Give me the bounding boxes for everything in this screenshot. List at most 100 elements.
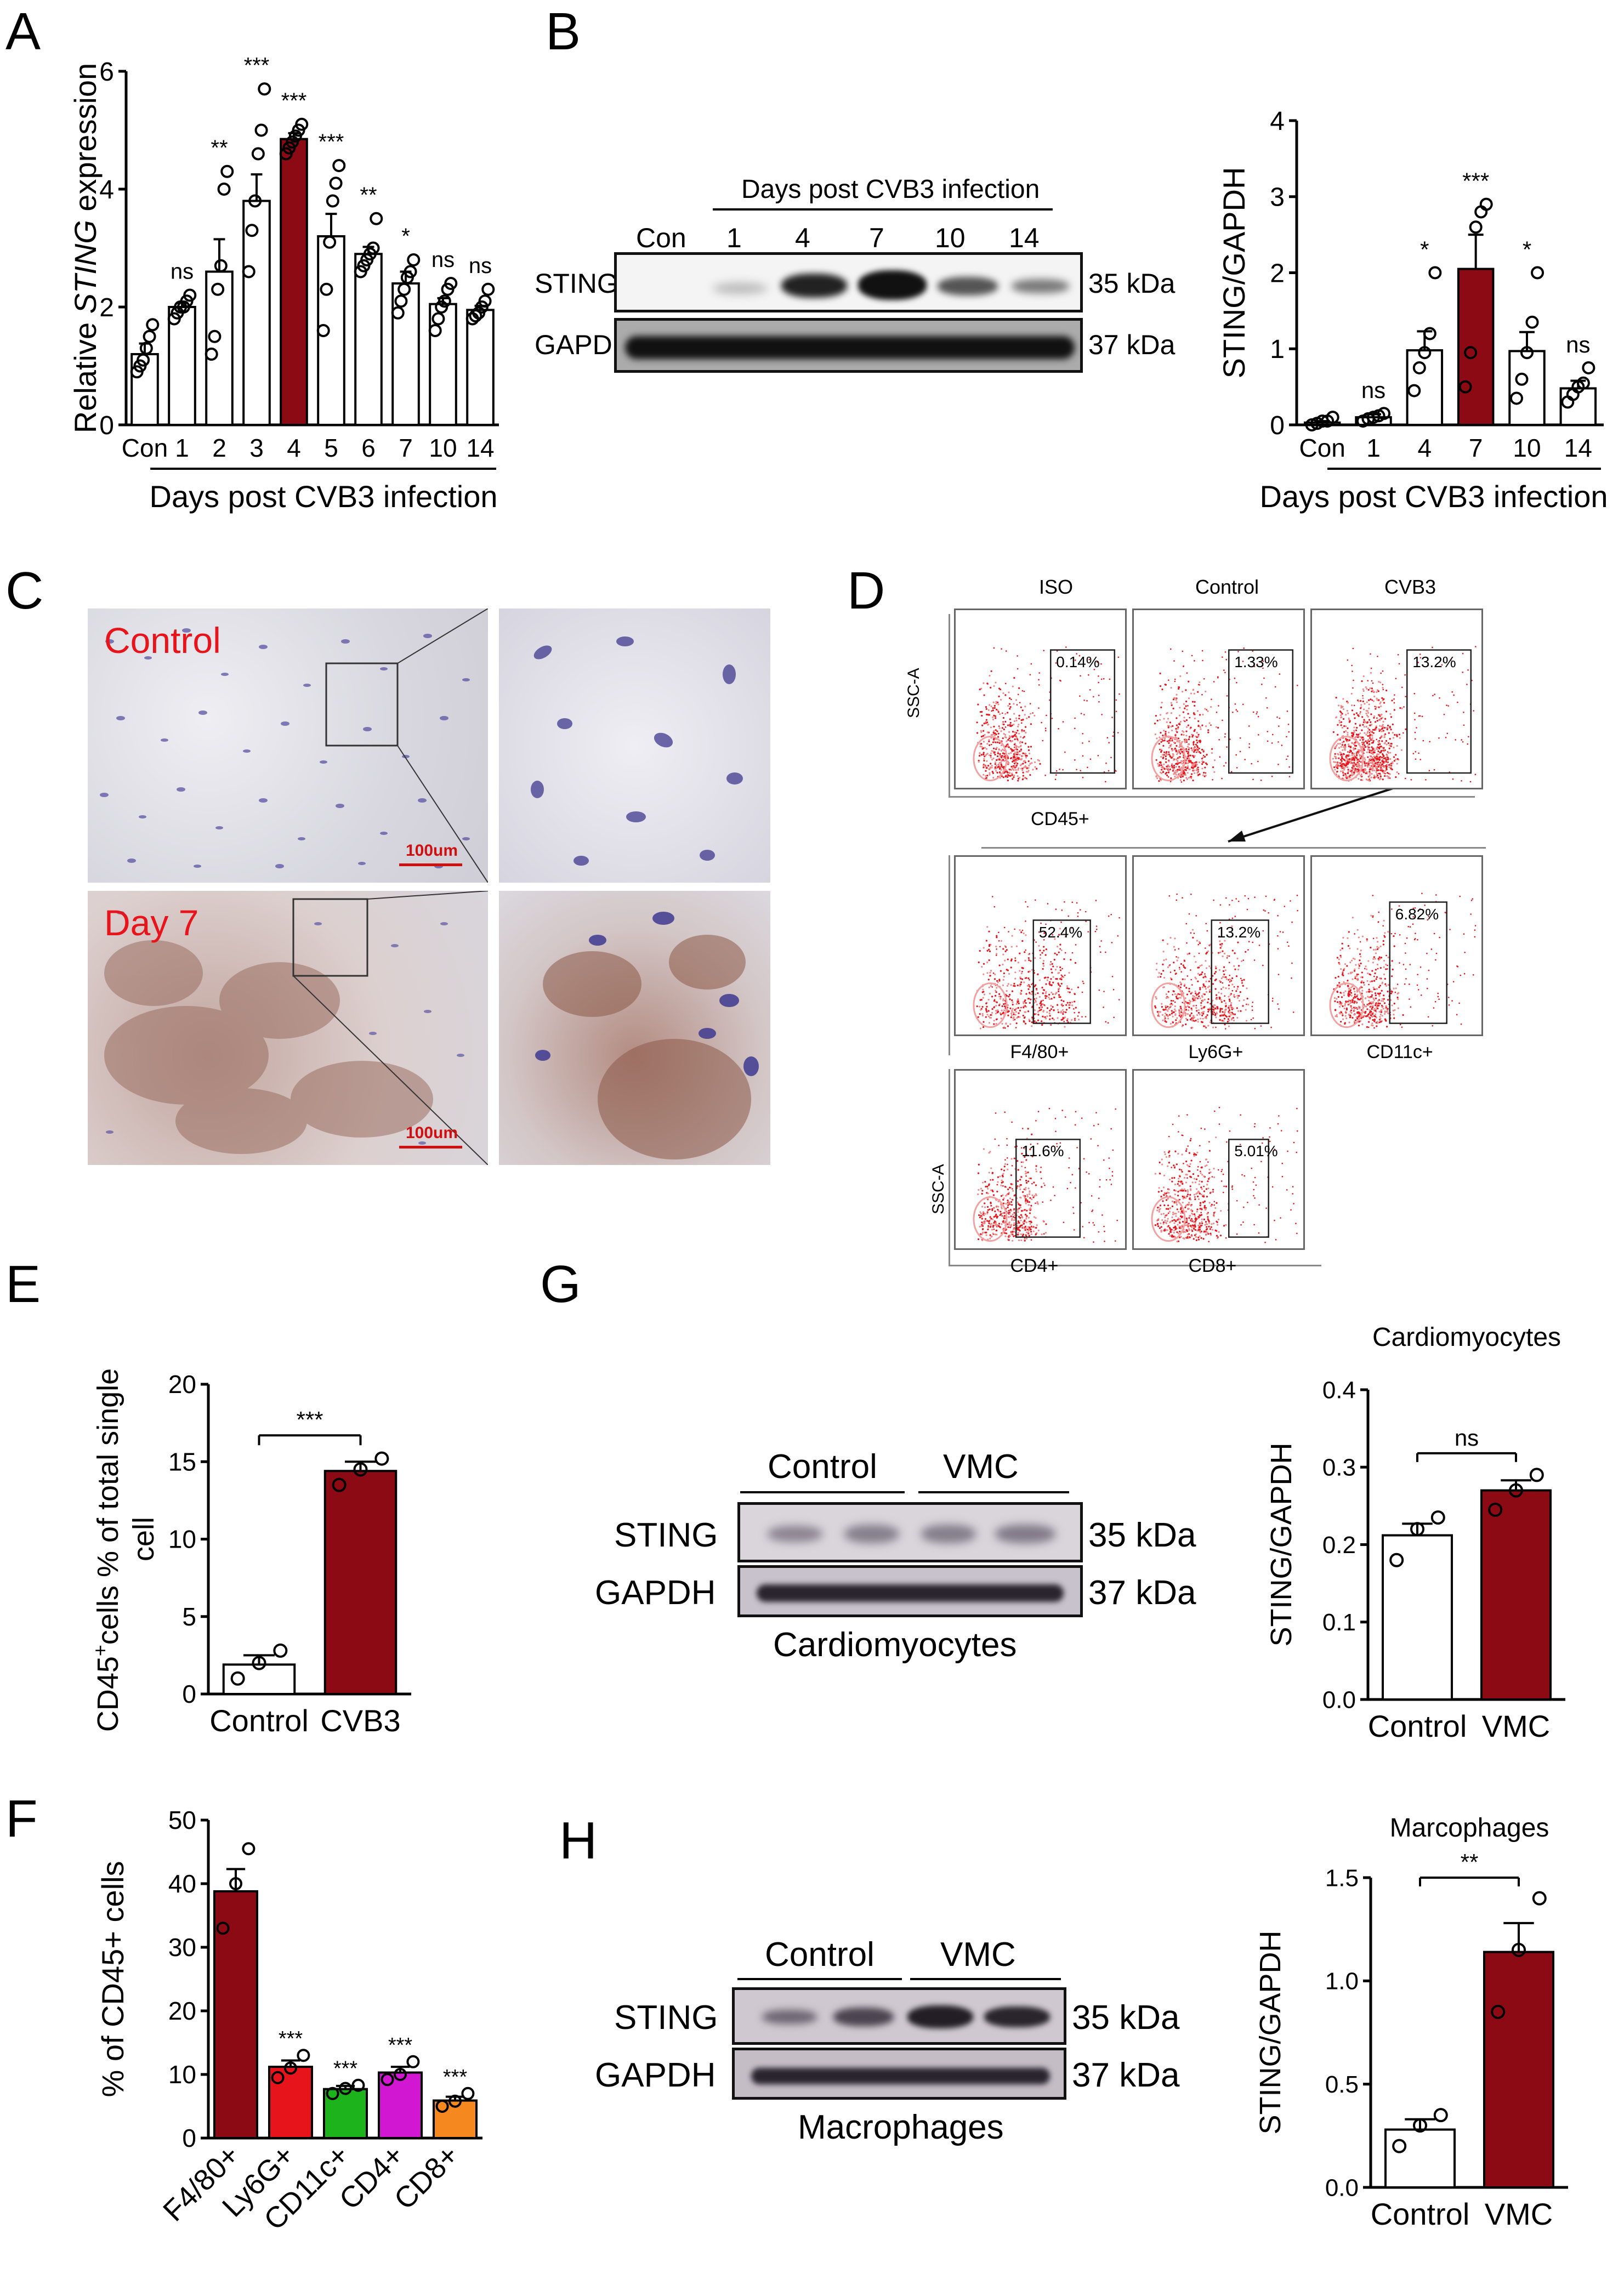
- data-point: [320, 282, 333, 296]
- data-point: [1410, 1522, 1424, 1537]
- y-tick-label: 0.1: [1322, 1609, 1356, 1636]
- band: [751, 2068, 1050, 2084]
- y-tick-label: 0.0: [1322, 1686, 1356, 1713]
- y-tick-label: 0: [182, 1680, 196, 1708]
- flow-density-contour: [973, 736, 1008, 782]
- blot-g-size-37: 37 kDa: [1088, 1574, 1196, 1612]
- data-point: [1509, 1483, 1523, 1498]
- data-point: [394, 294, 408, 308]
- data-point: [381, 2073, 394, 2087]
- fc-ylabel-row3: SSC-A: [929, 1164, 947, 1214]
- data-point: [230, 1671, 245, 1686]
- x-tick-label: Control: [1371, 2197, 1470, 2231]
- flow-density-contour: [1151, 736, 1186, 782]
- panel-label-b: B: [546, 2, 581, 61]
- fc-axis-line-row3-h: [949, 1265, 1321, 1266]
- flow-x-label: F4/80+: [1010, 1042, 1069, 1062]
- significance-label: ns: [1566, 332, 1590, 357]
- data-point: [370, 212, 383, 225]
- bar: [466, 309, 495, 426]
- fc-axis-line-row3: [949, 1069, 950, 1266]
- fc-title-control: Control: [1195, 576, 1259, 598]
- data-point: [374, 1451, 389, 1466]
- y-tick-label: 2: [1270, 259, 1285, 288]
- data-point: [254, 123, 268, 137]
- y-tick-label: 1.5: [1325, 1864, 1359, 1891]
- x-tick-label: CD8+: [388, 2139, 465, 2216]
- flow-events: [977, 1107, 1118, 1243]
- fc-divider-line: [981, 847, 1486, 849]
- data-point: [1529, 1468, 1544, 1482]
- y-tick-label: 0: [99, 411, 114, 440]
- bar: [268, 2066, 313, 2140]
- flow-plot: 1.33%: [1132, 609, 1305, 789]
- data-point: [214, 259, 228, 272]
- flow-gate: [1211, 919, 1269, 1024]
- significance-label: ns: [469, 254, 492, 278]
- flow-gate: [1050, 649, 1116, 774]
- micrograph-day7-label: Day 7: [104, 902, 199, 943]
- data-point: [1509, 391, 1523, 405]
- panel-label-g: G: [540, 1255, 581, 1314]
- flow-plot-canvas: [973, 646, 1120, 783]
- data-point: [220, 164, 234, 178]
- fc-xlabel-cd45: CD45+: [1031, 809, 1089, 829]
- blot-b-lane-7: 7: [869, 223, 884, 253]
- fc-gating-arrow: [1228, 786, 1399, 843]
- y-tick-label: 3: [1270, 183, 1285, 212]
- flow-plot: 0.14%: [954, 609, 1127, 789]
- data-point: [332, 159, 346, 172]
- blot-g-line-control: [740, 1491, 905, 1493]
- x-axis-label: Days post CVB3 infection: [150, 479, 498, 514]
- band: [625, 336, 1075, 359]
- flow-density-contour: [973, 982, 1008, 1028]
- bar: [1508, 350, 1546, 426]
- flow-gate: [1015, 1139, 1081, 1238]
- chart-e: 0 5 10 15 20 Control CVB3 *** CD45+cells % of to…: [89, 1368, 411, 1738]
- flow-x-label: CD4+: [1010, 1255, 1059, 1276]
- data-point: [1326, 411, 1339, 424]
- band: [858, 270, 927, 300]
- flow-gate: [1228, 1139, 1269, 1238]
- data-point: [146, 318, 160, 332]
- data-point: [1488, 1502, 1503, 1517]
- flow-x-label: CD8+: [1188, 1255, 1237, 1276]
- y-axis-label: % of CD45+ cells: [95, 1861, 130, 2097]
- y-tick-label: 15: [168, 1447, 196, 1476]
- x-tick-label: VMC: [1485, 2197, 1553, 2231]
- band: [984, 2006, 1050, 2027]
- bar: [213, 1890, 258, 2139]
- band: [757, 1584, 1064, 1602]
- flow-plot-canvas: [1329, 892, 1477, 1029]
- blot-h-line-vmc: [910, 1978, 1061, 1980]
- blot-b-header: Days post CVB3 infection: [741, 175, 1040, 204]
- data-point: [1469, 220, 1483, 234]
- data-point: [326, 2087, 339, 2100]
- data-point: [242, 1842, 255, 1856]
- flow-x-label: Ly6G+: [1188, 1042, 1243, 1062]
- blot-b-size-35: 35 kDa: [1088, 268, 1176, 299]
- micrograph-control-label: Control: [104, 620, 221, 661]
- data-point: [1433, 2108, 1448, 2123]
- blot-h-row-sting: STING: [614, 1999, 718, 2037]
- blot-g-row-sting: STING: [614, 1516, 718, 1554]
- data-point: [271, 2071, 285, 2084]
- blot-b-lane-14: 14: [1009, 223, 1040, 253]
- significance-label: ***: [244, 53, 270, 77]
- bar: [323, 1470, 398, 1695]
- x-tick-label: 10: [1513, 434, 1541, 462]
- scale-bar-day7: [399, 1146, 462, 1149]
- band: [833, 2008, 894, 2026]
- flow-gate: [1406, 649, 1472, 774]
- x-tick-label: Con: [122, 434, 168, 462]
- flow-gate: [1389, 901, 1447, 1024]
- flow-gate-percent: 5.01%: [1234, 1142, 1278, 1160]
- blot-h-label-vmc: VMC: [940, 1936, 1016, 1974]
- flow-plot: 6.82%: [1310, 855, 1483, 1036]
- data-point: [1423, 327, 1436, 340]
- y-tick-label: 0: [1270, 411, 1285, 440]
- blot-g-gapdh-strip: [737, 1565, 1083, 1617]
- fc-ylabel-row1: SSC-A: [905, 668, 923, 718]
- y-tick-label: 40: [168, 1869, 196, 1898]
- blot-b-lane-con: Con: [636, 223, 686, 253]
